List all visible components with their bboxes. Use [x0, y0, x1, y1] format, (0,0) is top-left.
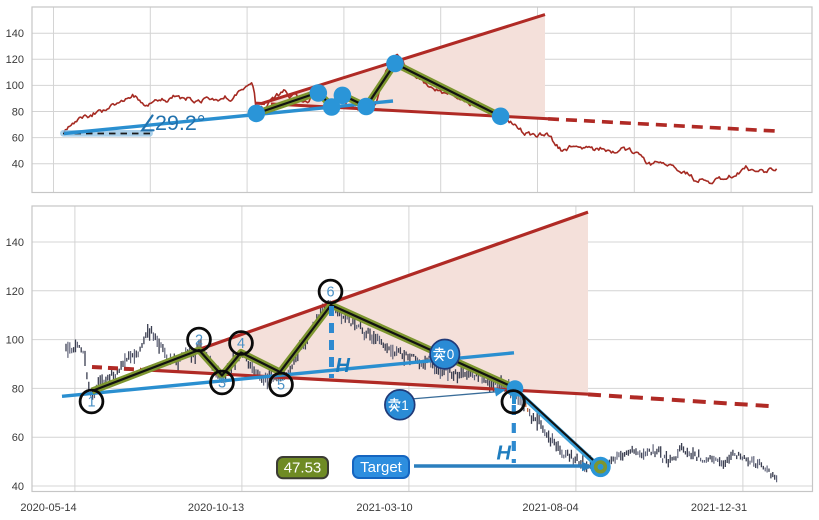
svg-text:80: 80	[12, 107, 24, 119]
svg-text:100: 100	[6, 335, 24, 347]
svg-text:60: 60	[12, 133, 24, 145]
svg-text:H: H	[336, 355, 351, 377]
svg-text:2021-12-31: 2021-12-31	[691, 502, 747, 514]
svg-text:1: 1	[401, 398, 409, 413]
svg-text:60: 60	[12, 432, 24, 444]
svg-text:29.2°: 29.2°	[155, 111, 205, 135]
svg-text:2020-10-13: 2020-10-13	[188, 502, 244, 514]
svg-text:120: 120	[6, 54, 24, 66]
svg-text:H: H	[497, 443, 512, 465]
svg-text:80: 80	[12, 383, 24, 395]
svg-text:140: 140	[6, 28, 24, 40]
svg-text:40: 40	[12, 159, 24, 171]
svg-text:140: 140	[6, 237, 24, 249]
svg-text:2: 2	[195, 333, 203, 349]
svg-text:100: 100	[6, 80, 24, 92]
svg-text:120: 120	[6, 286, 24, 298]
svg-text:4: 4	[237, 336, 245, 352]
svg-text:Target: Target	[360, 459, 403, 476]
svg-text:47.53: 47.53	[284, 460, 322, 477]
svg-text:3: 3	[218, 376, 226, 392]
svg-text:2021-08-04: 2021-08-04	[522, 502, 578, 514]
svg-text:6: 6	[326, 285, 334, 301]
svg-text:1: 1	[87, 395, 95, 411]
svg-text:40: 40	[12, 481, 24, 493]
svg-text:0: 0	[447, 347, 455, 362]
svg-text:2020-05-14: 2020-05-14	[20, 502, 76, 514]
svg-text:2021-03-10: 2021-03-10	[356, 502, 412, 514]
svg-text:5: 5	[277, 378, 285, 394]
